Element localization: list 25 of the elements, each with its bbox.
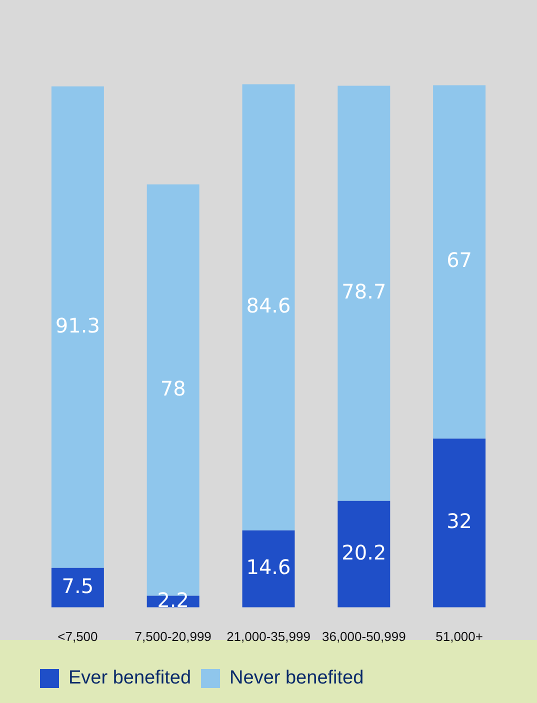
data-label: 84.6 — [246, 294, 291, 318]
data-label: 91.3 — [55, 313, 100, 338]
data-label: 78.7 — [342, 280, 386, 304]
bar — [338, 500, 390, 608]
bar — [51, 568, 104, 608]
x-tick-label: 21,000-35,999 — [226, 628, 310, 644]
data-label: 32 — [446, 509, 472, 534]
x-tick-label: 51,000+ — [436, 628, 483, 644]
legend-label: Never benefited — [230, 668, 364, 689]
x-tick-label: <7,500 — [58, 628, 98, 644]
x-tick-label: 36,000-50,999 — [322, 628, 406, 644]
data-label: 2.2 — [157, 588, 190, 612]
data-label: 67 — [446, 248, 472, 272]
data-label: 7.5 — [62, 574, 94, 598]
bar — [433, 438, 486, 608]
bar — [51, 86, 104, 568]
data-label: 20.2 — [342, 540, 386, 564]
legend-label: Ever benefited — [68, 668, 192, 689]
bar — [242, 84, 295, 530]
bar — [338, 86, 390, 501]
data-label: 78 — [160, 376, 186, 400]
x-tick-label: 7,500-20,999 — [134, 628, 212, 644]
data-label: 14.6 — [246, 555, 291, 580]
bar — [433, 85, 486, 439]
bar — [242, 530, 295, 608]
